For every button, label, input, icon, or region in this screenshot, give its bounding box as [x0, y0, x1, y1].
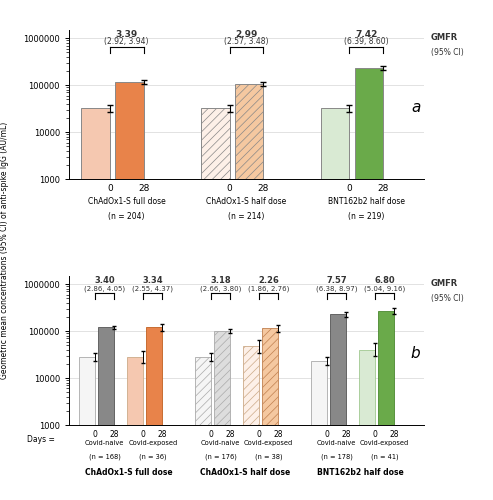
Bar [81, 108, 110, 500]
Text: (5.04, 9.16): (5.04, 9.16) [364, 286, 405, 292]
Text: GMFR: GMFR [431, 279, 458, 288]
Text: (6.38, 8.97): (6.38, 8.97) [316, 286, 357, 292]
Text: BNT162b2 half dose: BNT162b2 half dose [317, 468, 404, 477]
Text: 7.42: 7.42 [355, 30, 378, 39]
Text: (n = 219): (n = 219) [348, 212, 385, 221]
Text: (n = 178): (n = 178) [320, 454, 352, 460]
Text: (n = 38): (n = 38) [255, 454, 282, 460]
Text: (n = 36): (n = 36) [139, 454, 167, 460]
Bar [262, 328, 278, 500]
Text: ChAdOx1-S half dose: ChAdOx1-S half dose [200, 468, 290, 477]
Text: BNT162b2 half dose: BNT162b2 half dose [328, 197, 405, 206]
Text: 3.40: 3.40 [95, 276, 115, 284]
Bar [127, 357, 143, 500]
Bar [79, 357, 95, 500]
Text: Covid-exposed: Covid-exposed [244, 440, 293, 446]
Text: (2.86, 4.05): (2.86, 4.05) [84, 286, 125, 292]
Text: (n = 214): (n = 214) [228, 212, 265, 221]
Text: 3.34: 3.34 [142, 276, 163, 284]
Text: ChAdOx1-S full dose: ChAdOx1-S full dose [85, 468, 173, 477]
Bar [235, 84, 263, 500]
Bar [243, 346, 259, 500]
Bar [98, 328, 114, 500]
Text: Covid-exposed: Covid-exposed [360, 440, 409, 446]
Bar [115, 82, 143, 500]
Text: 3.18: 3.18 [211, 276, 231, 284]
Text: 2.99: 2.99 [235, 30, 258, 39]
Text: 7.57: 7.57 [326, 276, 347, 284]
Text: (n = 176): (n = 176) [205, 454, 237, 460]
Text: (n = 204): (n = 204) [108, 212, 145, 221]
Bar [359, 350, 375, 500]
Text: 3.39: 3.39 [115, 30, 138, 39]
Bar [201, 108, 230, 500]
Text: (2.55, 4.37): (2.55, 4.37) [132, 286, 174, 292]
Text: Covid-naive: Covid-naive [201, 440, 240, 446]
Bar [146, 328, 162, 500]
Text: (1.86, 2.76): (1.86, 2.76) [248, 286, 289, 292]
Text: 6.80: 6.80 [374, 276, 395, 284]
Text: (95% CI): (95% CI) [431, 48, 464, 57]
Bar [378, 311, 394, 500]
Text: Covid-exposed: Covid-exposed [128, 440, 177, 446]
Text: (n = 168): (n = 168) [89, 454, 121, 460]
Text: 2.26: 2.26 [258, 276, 279, 284]
Text: ChAdOx1-S full dose: ChAdOx1-S full dose [88, 197, 166, 206]
Bar [355, 68, 383, 500]
Text: Covid-naive: Covid-naive [317, 440, 356, 446]
Text: Covid-naive: Covid-naive [85, 440, 124, 446]
Text: (6.39, 8.60): (6.39, 8.60) [344, 37, 388, 46]
Text: Days =: Days = [27, 436, 55, 444]
Text: (2.66, 3.80): (2.66, 3.80) [200, 286, 241, 292]
Text: b: b [411, 346, 421, 361]
Bar [195, 357, 211, 500]
Text: (95% CI): (95% CI) [431, 294, 464, 303]
Bar [311, 361, 327, 500]
Text: GMFR: GMFR [431, 33, 458, 42]
Bar [214, 331, 230, 500]
Bar [330, 314, 346, 500]
Text: a: a [411, 100, 421, 115]
Bar [321, 108, 350, 500]
Text: (2.57, 3.48): (2.57, 3.48) [224, 37, 269, 46]
Text: ChAdOx1-S half dose: ChAdOx1-S half dose [207, 197, 286, 206]
Text: Geometric mean concentrations (95% CI) of anti-spike IgG (AU/mL): Geometric mean concentrations (95% CI) o… [0, 122, 9, 378]
Text: (n = 41): (n = 41) [371, 454, 398, 460]
Text: (2.92, 3.94): (2.92, 3.94) [105, 37, 149, 46]
